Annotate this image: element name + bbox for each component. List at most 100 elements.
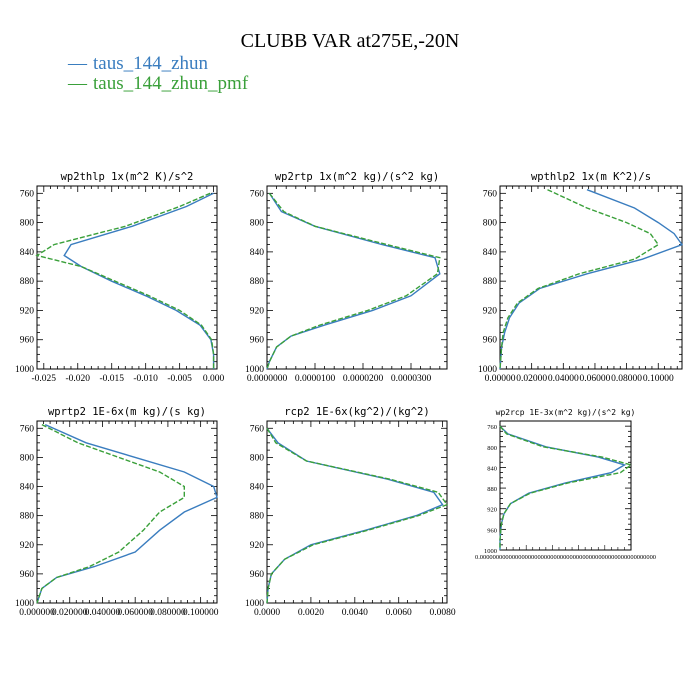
x-tick-label: 0.00000 [485,374,516,384]
y-tick-label: 920 [483,306,498,316]
y-tick-label: 800 [20,219,35,229]
x-tick-label: -0.020 [65,374,90,384]
series-line-2 [499,189,660,370]
legend-label-1: taus_144_zhun [93,53,209,74]
x-tick-label: 0.0000 [254,608,280,618]
series-line-1 [499,189,684,370]
y-tick-label: 1000 [245,599,264,609]
x-tick-label: 0.0080 [430,608,456,618]
y-tick-label: 840 [250,483,265,493]
y-tick-label: 880 [487,486,497,493]
x-tick-label: 0.000000 [19,608,55,618]
plot-frame [266,420,448,604]
plot-frame [266,185,448,370]
x-tick-label: -0.010 [133,374,158,384]
y-tick-label: 840 [483,248,498,258]
x-tick-label: 0.0040 [342,608,368,618]
y-tick-label: 840 [487,465,497,472]
panel-4: wprtp2 1E-6x(m kg)/(s kg) 760 800 840 880 920… [15,406,219,618]
y-tick-label: 960 [250,570,265,580]
y-tick-label: 800 [250,453,265,463]
x-tick-label: 0.000 [203,374,225,384]
legend-line-1: — [68,53,87,74]
series-line-2 [36,423,186,604]
y-tick-label: 760 [250,424,265,434]
y-tick-label: 960 [20,336,35,346]
y-tick-label: 920 [20,306,35,316]
y-tick-label: 880 [483,277,498,287]
panel-title: wpthlp2 1x(m K^2)/s [531,171,651,183]
legend-line-2: — [68,73,87,94]
plot-frame [499,420,632,551]
x-tick-label: 0.0000000 [247,374,288,384]
series-line-2 [266,427,449,604]
y-tick-label: 760 [487,424,497,431]
y-tick-label: 960 [483,336,498,346]
y-tick-label: 760 [483,189,498,199]
panel-title: wp2rcp 1E-3x(m^2 kg)/(s^2 kg) [496,408,636,417]
y-tick-label: 920 [487,507,497,514]
panel-title: wp2rtp 1x(m^2 kg)/(s^2 kg) [275,171,439,183]
panel-1: wp2thlp 1x(m^2 K)/s^2 760 800 840 880 920 960 1… [15,171,225,384]
y-tick-label: 760 [20,189,35,199]
x-tick-label: 0.0000100 [295,374,336,384]
y-tick-label: 760 [250,189,265,199]
x-tick-label: 0.06000 [580,374,611,384]
y-tick-label: 1000 [245,365,264,375]
series-line-1 [266,192,441,370]
panel-title: wprtp2 1E-6x(m kg)/(s kg) [48,406,206,418]
panel-5: rcp2 1E-6x(kg^2)/(kg^2) 760 800 840 880 920 96… [245,406,456,618]
y-tick-label: 1000 [478,365,497,375]
y-tick-label: 960 [487,527,497,534]
x-tick-label: -0.015 [99,374,124,384]
x-tick-label: 0.02000 [516,374,547,384]
legend-item-1: — taus_144_zhun [68,53,208,75]
series-line-1 [36,423,218,604]
x-tick-label: 0.0000300 [391,374,432,384]
legend-item-2: — taus_144_zhun_pmf [68,73,248,95]
panel-title: wp2thlp 1x(m^2 K)/s^2 [61,171,194,183]
x-tick-label: 0.0000200 [343,374,384,384]
panel-3: wpthlp2 1x(m K^2)/s 760 800 840 880 920 960 100… [478,171,684,384]
y-tick-label: 920 [250,306,265,316]
y-tick-label: 800 [487,445,497,452]
y-tick-label: 840 [250,248,265,258]
x-tick-label: 0.00000000000000000000000000000000000000… [475,554,656,561]
y-tick-label: 760 [20,424,35,434]
plot-frame [36,185,218,370]
series-line-1 [499,425,627,550]
x-tick-label: 0.04000 [548,374,579,384]
y-tick-label: 1000 [15,365,34,375]
x-tick-label: -0.025 [32,374,57,384]
x-tick-label: 0.020000 [52,608,88,618]
x-tick-label: 0.0020 [298,608,324,618]
x-tick-label: 0.040000 [85,608,121,618]
plot-frame [36,420,218,604]
y-tick-label: 920 [20,541,35,551]
panel-6: wp2rcp 1E-3x(m^2 kg)/(s^2 kg) 760 800 840 88… [475,408,656,561]
y-tick-label: 800 [20,453,35,463]
legend-label-2: taus_144_zhun_pmf [93,73,249,94]
y-tick-label: 800 [250,219,265,229]
y-tick-label: 960 [20,570,35,580]
x-tick-label: 0.10000 [643,374,674,384]
series-line-1 [63,192,215,369]
series-line-2 [266,192,441,370]
y-tick-label: 800 [483,219,498,229]
y-tick-label: 880 [20,277,35,287]
panel-2: wp2rtp 1x(m^2 kg)/(s^2 kg) 760 800 840 880 92… [245,171,448,384]
y-tick-label: 880 [20,512,35,522]
y-tick-label: 840 [20,248,35,258]
plot-frame [499,185,683,370]
x-tick-label: 0.060000 [117,608,153,618]
y-tick-label: 1000 [15,599,34,609]
series-line-2 [499,425,633,550]
x-tick-label: 0.100000 [183,608,219,618]
x-tick-label: -0.005 [167,374,192,384]
x-tick-label: 0.08000 [611,374,642,384]
y-tick-label: 920 [250,541,265,551]
y-tick-label: 880 [250,277,265,287]
y-tick-label: 840 [20,483,35,493]
panel-title: rcp2 1E-6x(kg^2)/(kg^2) [284,406,429,418]
